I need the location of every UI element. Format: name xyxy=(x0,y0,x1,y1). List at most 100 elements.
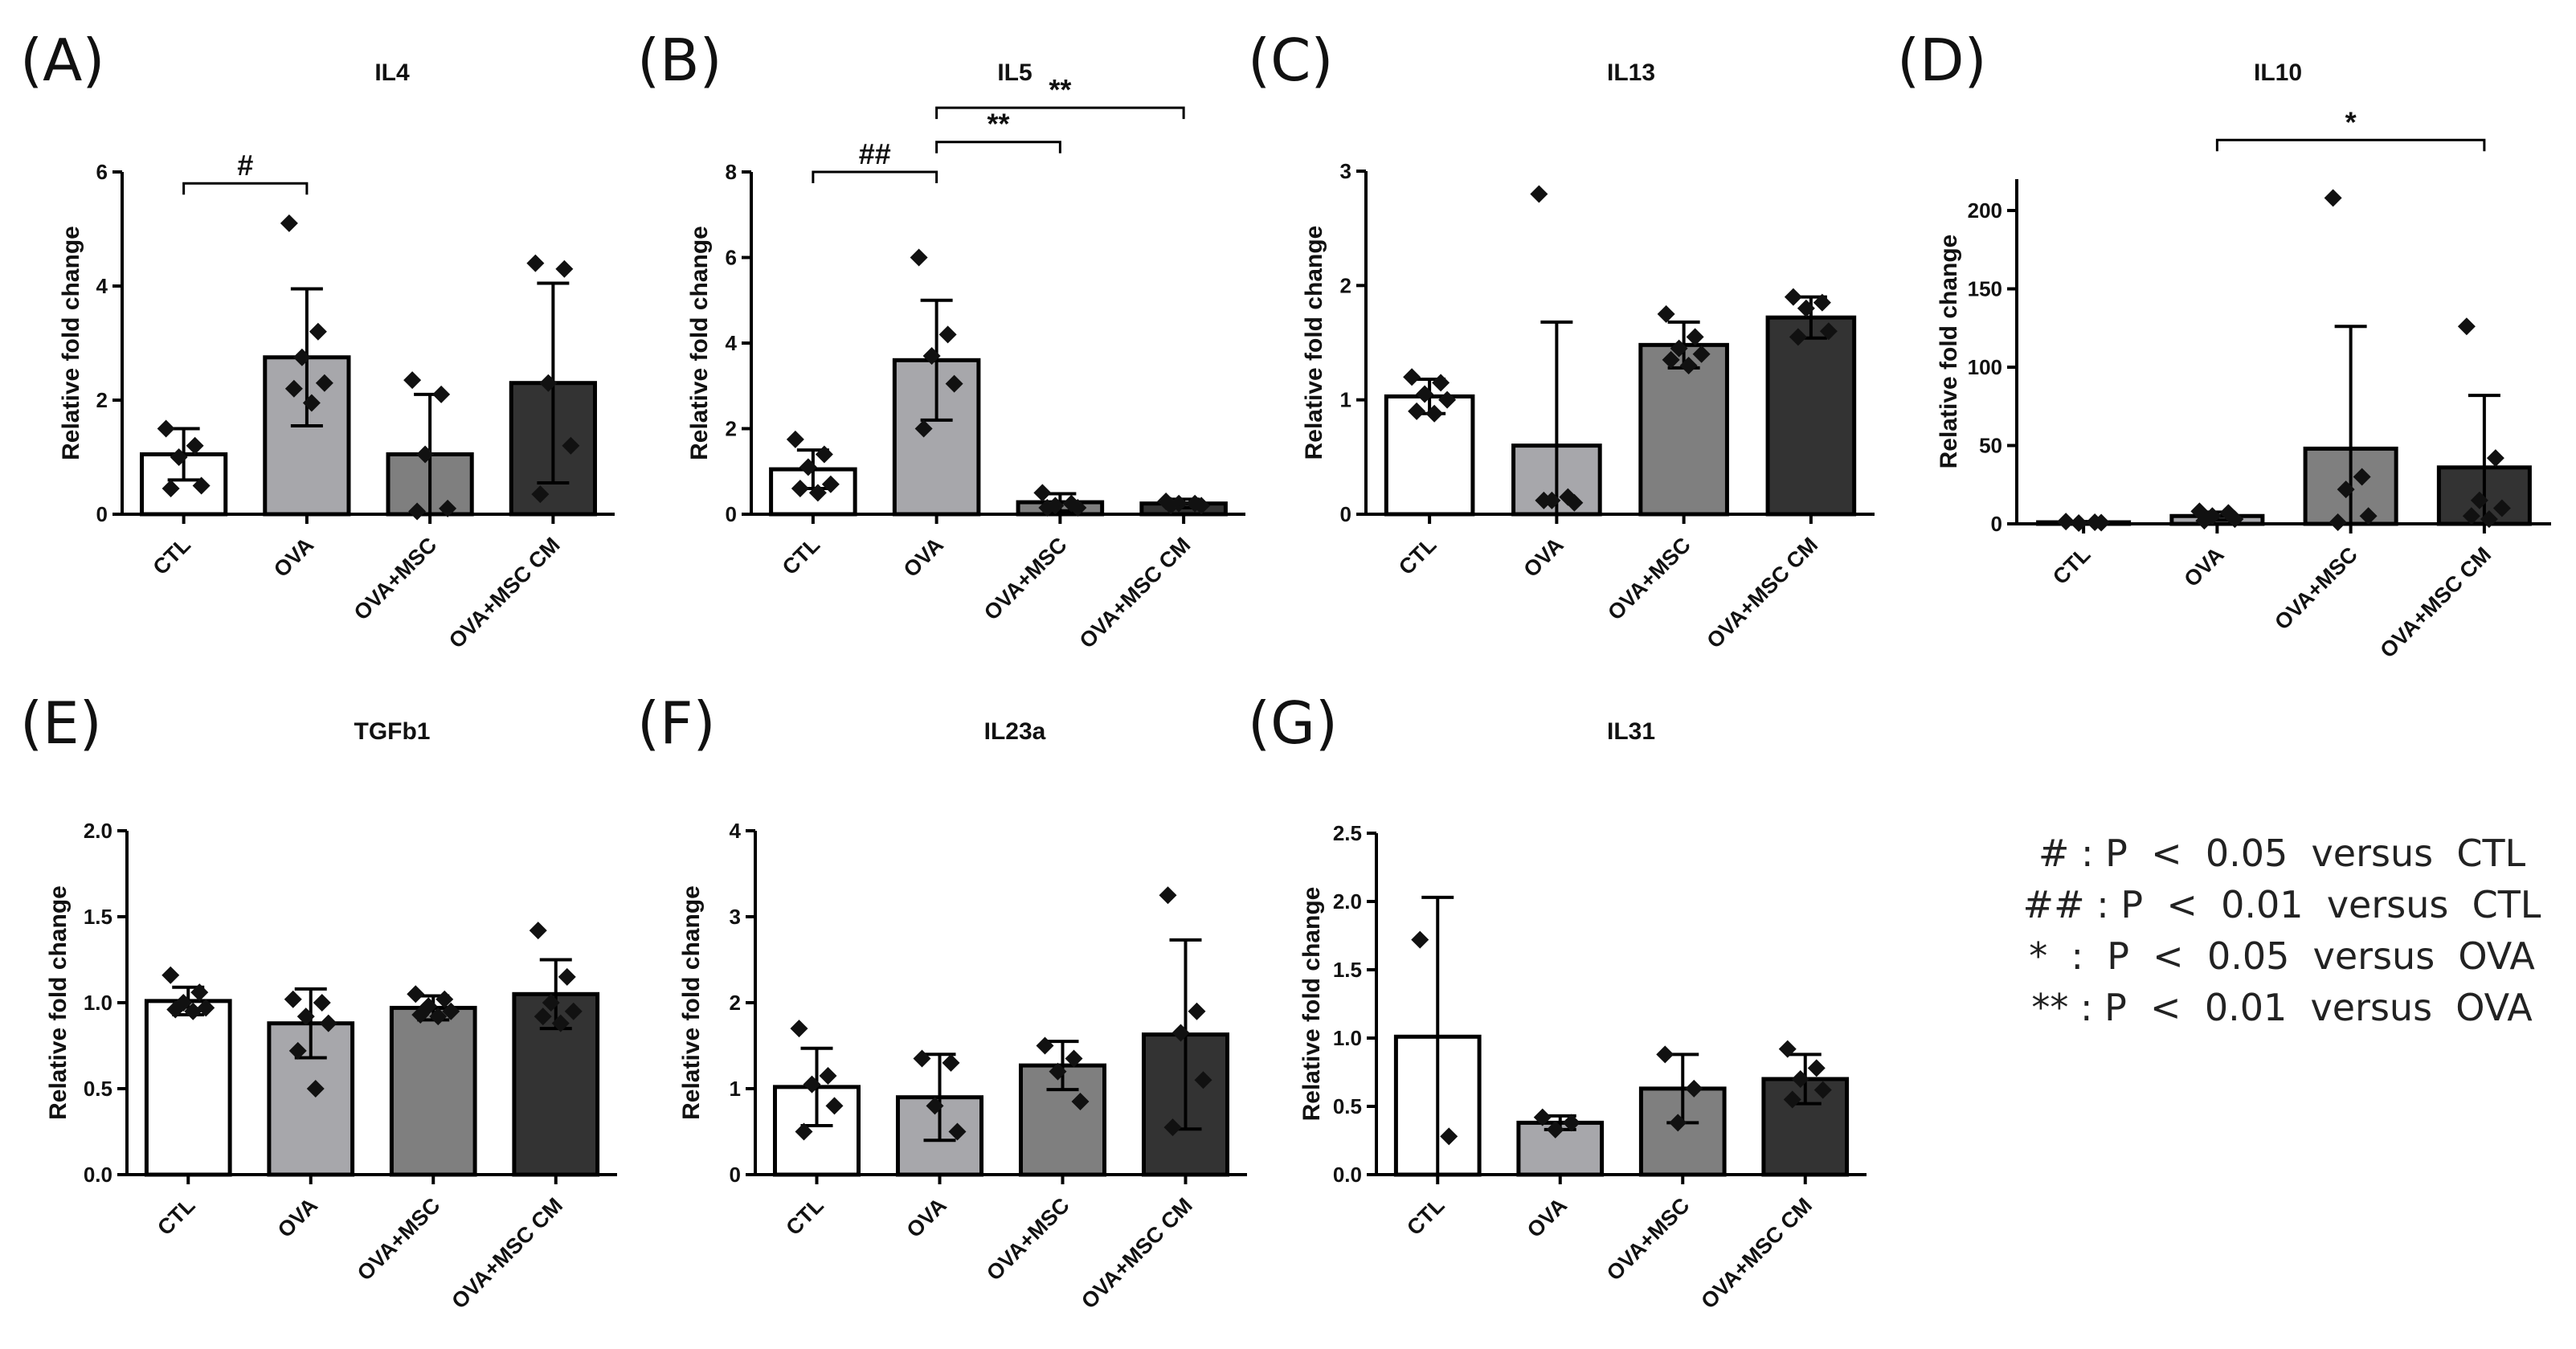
x-tick-label: OVA xyxy=(1523,1193,1572,1242)
data-point xyxy=(1562,1114,1580,1132)
data-point xyxy=(2492,499,2511,517)
y-tick-label: 6 xyxy=(96,160,108,184)
data-point xyxy=(1530,185,1548,203)
x-tick-label: CTL xyxy=(153,1193,199,1240)
legend-row: # : P < 0.05 versus CTL xyxy=(2001,828,2563,879)
data-point xyxy=(313,994,331,1012)
data-point xyxy=(2226,510,2244,529)
x-tick-label: OVA+MSC xyxy=(350,533,442,625)
data-point xyxy=(786,430,804,448)
x-tick-label: OVA+MSC xyxy=(982,1193,1074,1286)
panel-g: (G) IL31 Relative fold change 0.0 0.5 1.0 1.5 2… xyxy=(1248,689,1867,1314)
data-point xyxy=(922,346,941,365)
legend-text: : P < 0.05 versus OVA xyxy=(2071,934,2535,978)
y-tick-label: 1.5 xyxy=(1333,958,1362,982)
data-point xyxy=(416,445,435,464)
y-tick-label: 2.0 xyxy=(84,819,112,843)
data-point xyxy=(534,1008,552,1026)
y-tick-label: 0 xyxy=(730,1163,741,1187)
data-point xyxy=(1033,484,1052,502)
x-tick-label: CTL xyxy=(1402,1193,1449,1240)
data-point xyxy=(1669,1114,1687,1132)
data-point xyxy=(2057,513,2075,531)
x-tick-label: OVA+MSC xyxy=(353,1193,445,1286)
x-tick-label: OVA+MSC xyxy=(1602,1193,1695,1286)
significance-label: ** xyxy=(1049,73,1071,106)
data-point xyxy=(562,436,580,455)
bar xyxy=(1638,342,1729,517)
y-tick-label: 0.0 xyxy=(1333,1163,1362,1187)
y-tick-label: 2.5 xyxy=(1333,821,1362,845)
data-point xyxy=(162,480,180,498)
panel-c: (C) IL13 Relative fold change 0 1 2 3 CTL OVA OVA… xyxy=(1248,27,1875,653)
y-tick-label: 8 xyxy=(726,160,737,184)
data-point xyxy=(1686,328,1704,346)
x-tick-label: CTL xyxy=(149,533,195,579)
y-tick-label: 1 xyxy=(1340,388,1351,412)
data-point xyxy=(825,1097,844,1115)
data-point xyxy=(1159,886,1177,905)
y-tick-label: 2 xyxy=(730,991,741,1015)
x-tick-label: OVA+MSC CM xyxy=(1702,533,1822,653)
data-point xyxy=(1789,328,1807,346)
x-tick-label: OVA+MSC CM xyxy=(447,1193,567,1314)
significance-bracket xyxy=(935,141,1061,153)
data-point xyxy=(913,1049,931,1068)
data-point xyxy=(938,325,957,344)
x-tick-label: OVA xyxy=(269,533,318,582)
y-tick-label: 1.0 xyxy=(84,991,112,1015)
legend-row: ** : P < 0.01 versus OVA xyxy=(2001,982,2563,1033)
bar xyxy=(1765,315,1857,517)
data-point xyxy=(1565,493,1584,512)
data-point xyxy=(292,348,311,366)
data-point xyxy=(1679,356,1698,374)
data-point xyxy=(435,990,454,1008)
data-point xyxy=(1038,499,1057,517)
x-tick-label: OVA+MSC CM xyxy=(1075,533,1196,653)
x-tick-label: OVA xyxy=(273,1193,322,1242)
y-tick-label: 100 xyxy=(1968,355,2002,379)
data-point xyxy=(1791,1070,1809,1088)
data-point xyxy=(1438,390,1457,409)
y-tick-label: 2 xyxy=(1340,273,1351,297)
data-point xyxy=(1069,499,1087,517)
x-tick-label: OVA+MSC xyxy=(2270,542,2362,635)
data-point xyxy=(306,1080,325,1098)
data-point xyxy=(1546,1120,1564,1138)
data-point xyxy=(1657,305,1675,323)
legend-symbol: * xyxy=(2029,934,2048,978)
legend-text: : P < 0.01 versus CTL xyxy=(2096,883,2541,926)
y-tick-label: 6 xyxy=(726,246,737,270)
data-point xyxy=(803,1075,821,1094)
data-point xyxy=(2462,507,2480,525)
data-point xyxy=(1192,497,1211,515)
data-point xyxy=(1163,1118,1182,1137)
data-point xyxy=(284,990,302,1008)
panel-a: (A) IL4 Relative fold change 0 2 4 6 CTL OVA OVA+… xyxy=(20,27,615,653)
x-tick-label: CTL xyxy=(1394,533,1441,579)
panel-label: (D) xyxy=(1897,27,1987,94)
data-point xyxy=(531,485,550,504)
data-point xyxy=(1065,1049,1083,1068)
significance-label: # xyxy=(237,149,253,182)
data-point xyxy=(1411,930,1429,949)
data-point xyxy=(162,966,180,984)
data-point xyxy=(309,322,327,341)
data-point xyxy=(2337,480,2355,499)
legend-row: ## : P < 0.01 versus CTL xyxy=(2001,879,2563,930)
panel-d: (D) IL10 Relative fold change 0 50 100 150 200 C… xyxy=(1897,27,2551,663)
data-point xyxy=(2329,513,2347,532)
data-point xyxy=(542,994,560,1012)
chart-title: IL23a xyxy=(984,718,1046,745)
significance-label: ** xyxy=(987,108,1009,141)
data-point xyxy=(1685,1079,1703,1098)
y-tick-label: 2 xyxy=(726,417,737,441)
data-point xyxy=(821,475,840,493)
data-point xyxy=(442,1002,460,1020)
data-point xyxy=(302,394,321,412)
data-point xyxy=(1440,1127,1458,1146)
panel-label: (G) xyxy=(1248,689,1338,757)
data-point xyxy=(914,419,933,438)
data-point xyxy=(439,499,457,517)
significance-legend: # : P < 0.05 versus CTL ## : P < 0.01 ve… xyxy=(2001,828,2563,1033)
